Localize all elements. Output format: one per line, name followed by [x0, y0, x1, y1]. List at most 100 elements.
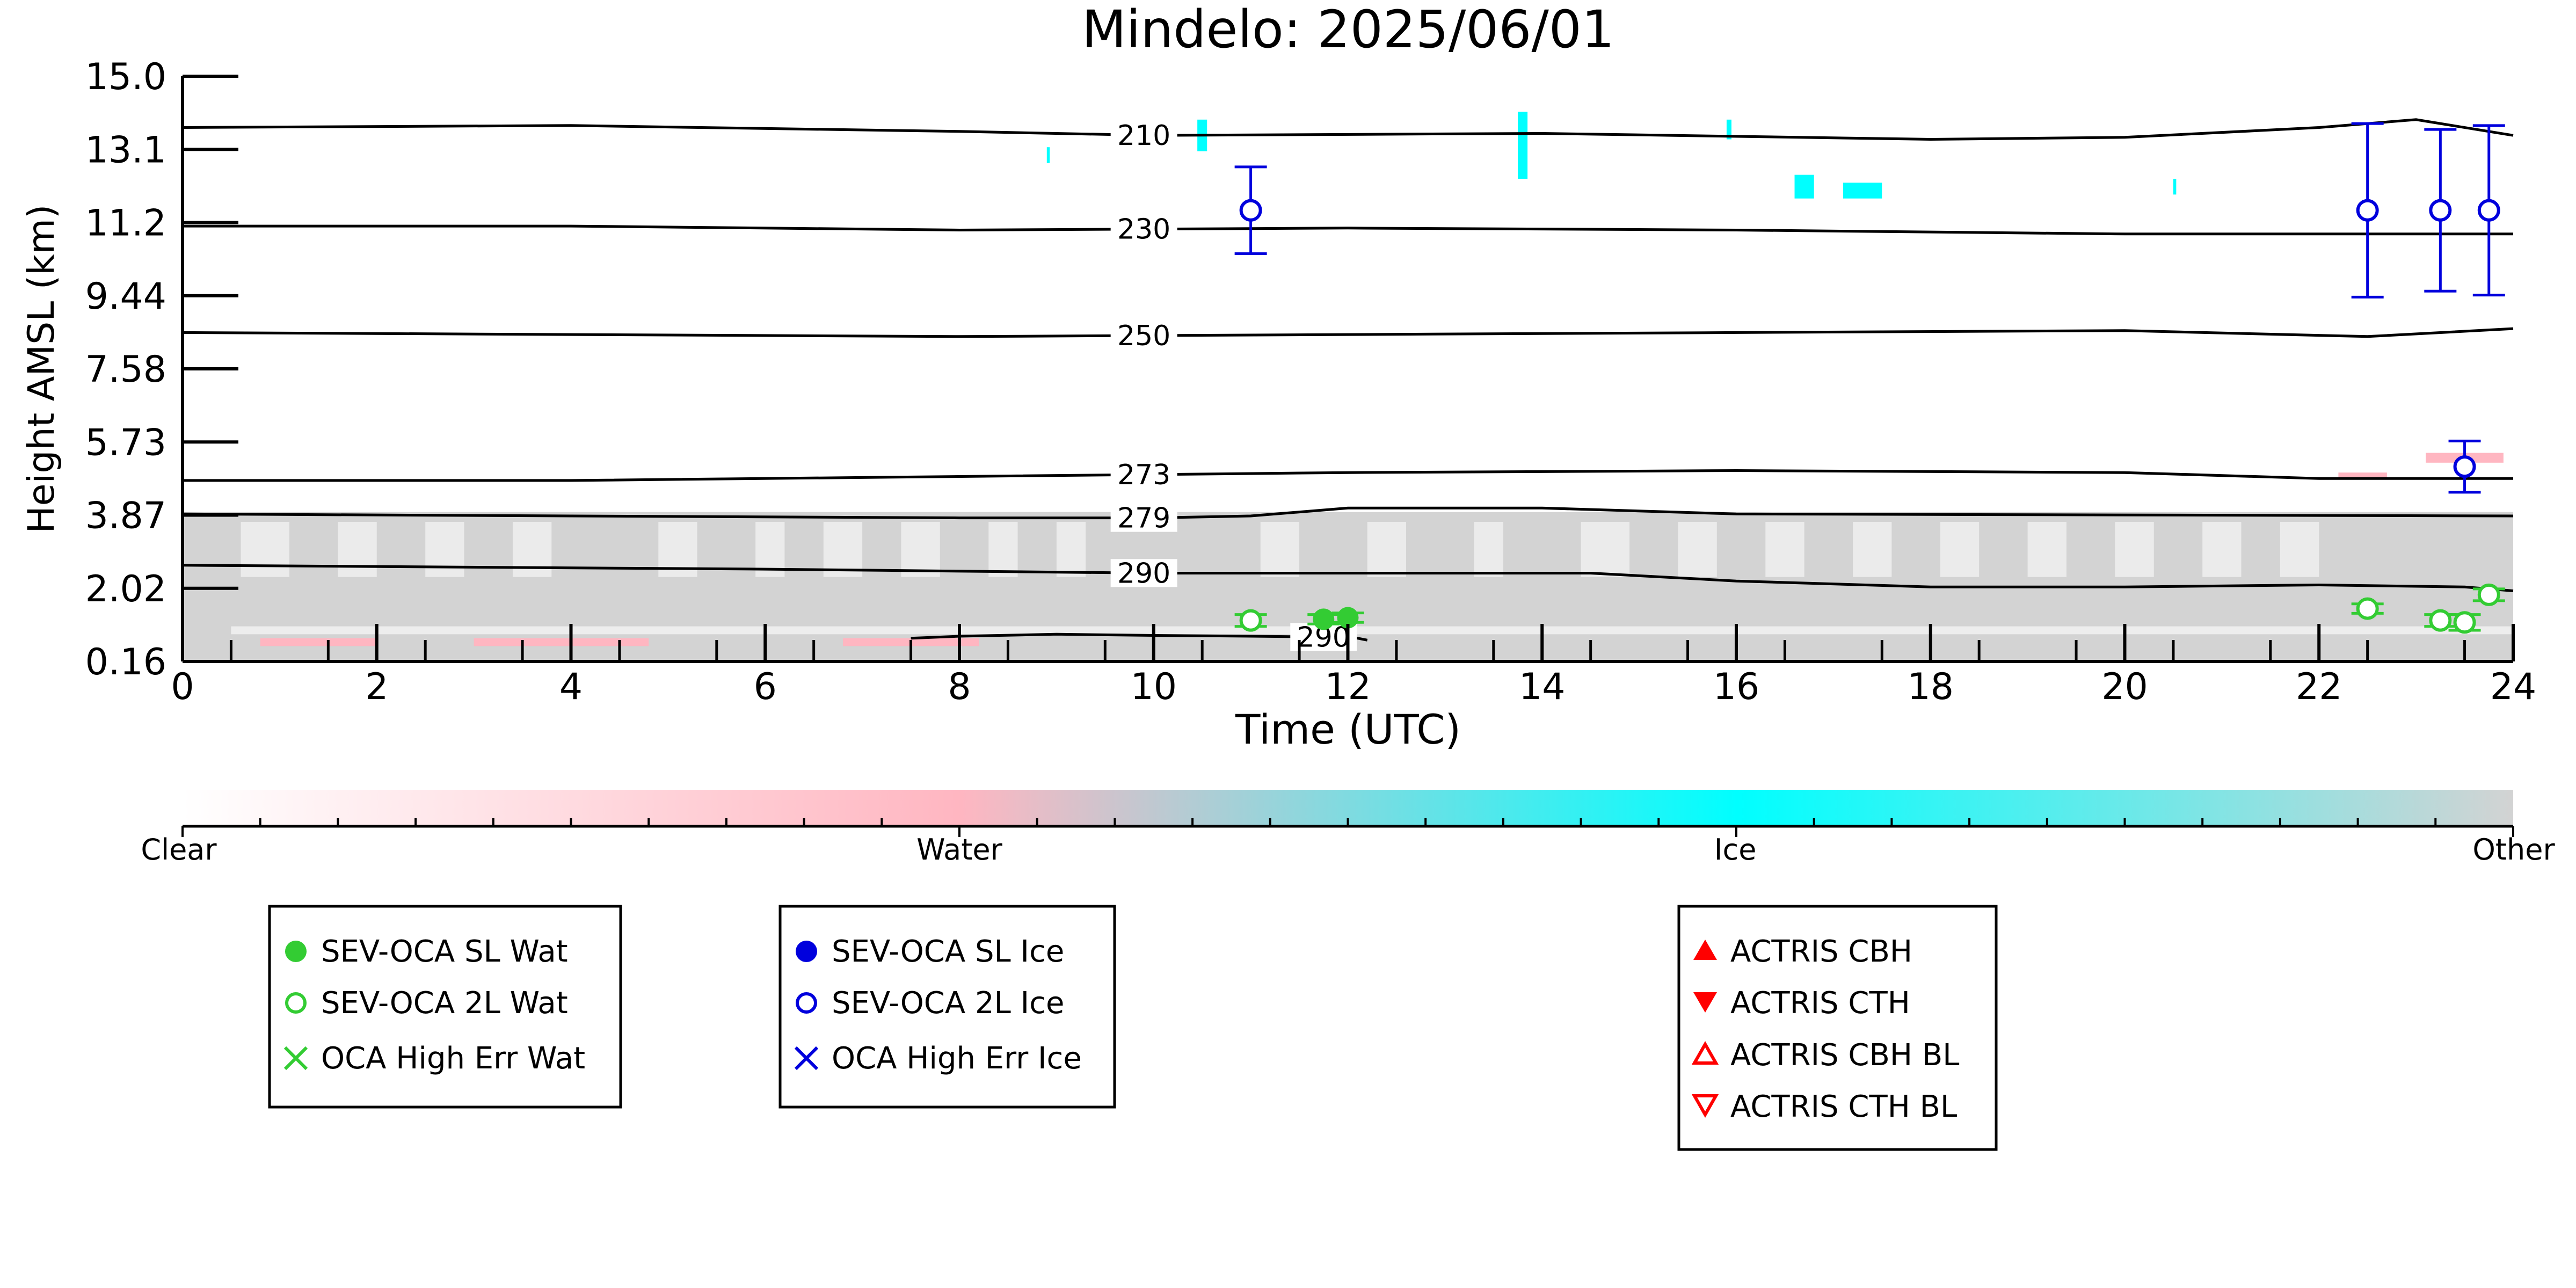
legend-item: OCA High Err Wat — [283, 1041, 585, 1076]
clear-gap — [988, 521, 1018, 577]
legend-label: ACTRIS CBH — [1730, 934, 1912, 969]
legend-item: ACTRIS CBH BL — [1691, 1038, 1959, 1073]
legend-ice: SEV-OCA SL Ice SEV-OCA 2L Ice OCA High E… — [778, 905, 1116, 1109]
clear-gap — [1260, 521, 1300, 577]
contour-line-273 — [183, 469, 2513, 482]
open-triangle-up-marker — [1691, 1040, 1719, 1065]
contour-line-230 — [183, 224, 2513, 236]
y-tick-label: 5.73 — [85, 421, 166, 464]
chart-title: Mindelo: 2025/06/01 — [1082, 0, 1614, 60]
clear-gap — [1765, 521, 1804, 577]
contour-label-279: 279 — [1117, 503, 1170, 535]
x-tick-label: 6 — [754, 666, 777, 708]
x-marker — [794, 1046, 819, 1071]
legend-label: SEV-OCA SL Ice — [832, 934, 1064, 969]
clear-gap — [2027, 521, 2066, 577]
y-tick-label: 3.87 — [85, 495, 166, 537]
water-region — [2338, 472, 2387, 479]
x-tick-label: 16 — [1713, 666, 1760, 708]
data-point — [1239, 199, 1262, 222]
clear-gap — [1056, 521, 1086, 577]
clear-gap — [241, 521, 289, 577]
y-tick-label: 7.58 — [85, 348, 166, 391]
legend-label: SEV-OCA 2L Ice — [832, 986, 1064, 1021]
contour-label-bg — [1110, 504, 1177, 532]
clear-gap — [1678, 521, 1717, 577]
water-region — [474, 638, 649, 646]
contour-label-bg — [1110, 121, 1177, 149]
colorbar-label-other: Other — [2472, 833, 2555, 867]
colorbar-ticks — [181, 818, 2514, 837]
data-point — [1239, 609, 1262, 632]
contour-label-210: 210 — [1117, 120, 1170, 152]
filled-triangle-up-marker — [1693, 940, 1717, 960]
clear-gap — [1474, 521, 1503, 577]
colorbar-label-water: Water — [916, 833, 1002, 867]
contour-label-290: 290 — [1117, 557, 1170, 590]
x-tick-label: 22 — [2296, 666, 2342, 708]
x-tick-label: 14 — [1519, 666, 1566, 708]
contour-line-279 — [182, 506, 2514, 520]
x-tick-label: 0 — [171, 666, 194, 708]
y-tick-label: 0.16 — [85, 641, 166, 683]
legend-label: SEV-OCA 2L Wat — [321, 986, 568, 1021]
y-tick-label: 15.0 — [85, 56, 166, 98]
clear-gap — [1367, 521, 1407, 577]
clear-gap — [2115, 521, 2154, 577]
contour-label-bg — [1110, 559, 1177, 587]
ice-region — [1518, 112, 1528, 179]
cloud-classification-background — [183, 112, 2513, 661]
data-point — [2356, 597, 2379, 620]
data-point — [2429, 609, 2452, 632]
data-point — [2477, 199, 2500, 222]
open-circle-marker — [285, 992, 307, 1014]
legend-actris: ACTRIS CBH ACTRIS CTH ACTRIS CBH BL ACTR… — [1677, 905, 1998, 1151]
legend-label: SEV-OCA SL Wat — [321, 934, 568, 969]
x-tick-label: 24 — [2490, 666, 2537, 708]
clear-gap — [1581, 521, 1630, 577]
x-axis-label: Time (UTC) — [1235, 705, 1461, 753]
ice-region — [2173, 178, 2177, 195]
y-tick-label: 13.1 — [85, 129, 166, 171]
clear-gap — [2202, 521, 2242, 577]
legend-item: ACTRIS CTH — [1693, 986, 1910, 1021]
retrieval-markers — [1234, 122, 2505, 634]
legend-item: SEV-OCA SL Ice — [796, 934, 1064, 969]
clear-gap — [2280, 521, 2319, 577]
x-tick-label: 10 — [1130, 666, 1177, 708]
data-point — [2453, 455, 2476, 478]
x-tick-label: 4 — [559, 666, 583, 708]
y-tick-label: 9.44 — [85, 275, 166, 318]
x-tick-label: 20 — [2101, 666, 2148, 708]
contour-label-273: 273 — [1117, 459, 1170, 491]
legend-item: SEV-OCA SL Wat — [285, 934, 568, 969]
legend-frame — [1677, 905, 1998, 1151]
legend-frame — [268, 905, 622, 1109]
classification-colorbar: Clear Water Ice Other — [141, 790, 2555, 867]
legend-label: ACTRIS CBH BL — [1730, 1038, 1959, 1073]
contour-line-290 — [182, 564, 2514, 592]
legend-item: OCA High Err Ice — [794, 1041, 1082, 1076]
y-axis-label: Height AMSL (km) — [20, 205, 63, 534]
contour-label-bg — [1110, 461, 1177, 489]
x-tick-label: 2 — [365, 666, 388, 708]
legend-label: ACTRIS CTH — [1730, 986, 1910, 1021]
legend-label: OCA High Err Ice — [832, 1041, 1082, 1076]
legend-frame — [778, 905, 1116, 1109]
colorbar-label-clear: Clear — [141, 833, 217, 867]
colorbar-label-ice: Ice — [1714, 833, 1757, 867]
contour-line-250 — [182, 327, 2514, 338]
contour-label-bg — [1110, 215, 1177, 243]
data-point — [2356, 199, 2379, 222]
y-tick-label: 2.02 — [85, 568, 166, 610]
legend-item: ACTRIS CBH — [1693, 934, 1912, 969]
filled-triangle-down-marker — [1693, 992, 1717, 1013]
axes: 0 2 4 6 8 10 12 14 16 18 20 22 240.162.023.875.737.5… — [85, 56, 2537, 708]
clear-gap — [338, 521, 377, 577]
contour-label-bg — [1110, 322, 1177, 350]
filled-circle-marker — [796, 941, 817, 962]
clear-gap — [425, 521, 464, 577]
x-tick-label: 8 — [948, 666, 971, 708]
legend-water: SEV-OCA SL Wat SEV-OCA 2L Wat OCA High E… — [268, 905, 622, 1109]
